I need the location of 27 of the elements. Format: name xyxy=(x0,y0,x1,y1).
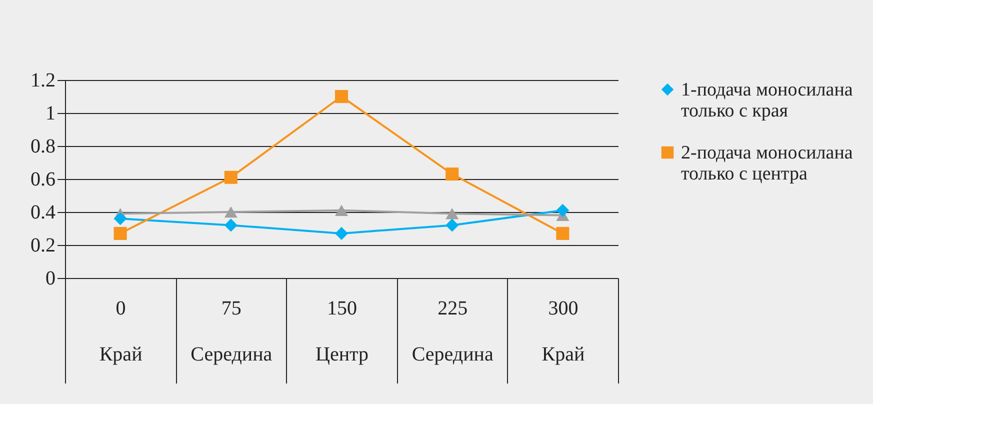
y-tick-label: 0.2 xyxy=(30,234,56,256)
point xyxy=(446,168,459,181)
y-tick-label: 1.2 xyxy=(30,70,56,92)
point xyxy=(556,226,570,240)
point xyxy=(334,204,348,216)
point xyxy=(446,218,459,232)
point xyxy=(224,218,238,232)
category-label: 150 Центр xyxy=(315,298,369,366)
category-label: 300 Край xyxy=(542,298,585,366)
point xyxy=(556,204,570,217)
category-label: 0 Край xyxy=(99,298,142,366)
legend-label: 1-подача моносилана только с края xyxy=(681,80,854,122)
point xyxy=(334,90,348,104)
category-label: 225 Середина xyxy=(412,298,494,366)
point xyxy=(334,226,348,240)
point xyxy=(446,208,459,220)
y-tick-label: 0.8 xyxy=(30,136,56,158)
y-tick-label: 0.6 xyxy=(30,168,56,190)
point xyxy=(114,226,127,240)
y-tick-label: 0.4 xyxy=(30,202,56,224)
y-tick-label: 1 xyxy=(46,102,56,124)
legend-label: 2-подача моносилана только с центра xyxy=(681,142,854,184)
point xyxy=(224,170,238,184)
category-label: 75 Середина xyxy=(190,298,272,366)
y-tick-label: 0 xyxy=(46,268,56,290)
point xyxy=(224,206,238,218)
point xyxy=(114,212,127,226)
